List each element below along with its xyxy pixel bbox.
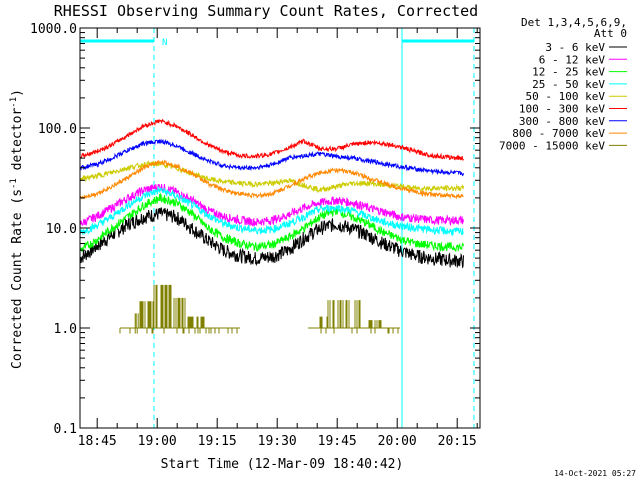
legend-header-line-2: Att 0 bbox=[594, 27, 627, 40]
y-axis-label: Corrected Count Rate (s-1 detector-1) bbox=[9, 89, 25, 369]
chart-title: RHESSI Observing Summary Count Rates, Co… bbox=[54, 2, 478, 20]
series-line-8 bbox=[79, 159, 464, 200]
x-tick-label: 19:30 bbox=[258, 434, 297, 449]
generation-timestamp: 14-Oct-2021 05:27 bbox=[554, 469, 636, 478]
y-tick-label: 1000.0 bbox=[30, 22, 77, 37]
legend-label-9: 7000 - 15000 keV bbox=[499, 139, 605, 152]
series-line-4 bbox=[79, 185, 464, 237]
legend-label-1: 3 - 6 keV bbox=[545, 41, 605, 54]
series-line-7 bbox=[79, 138, 464, 177]
legend-label-4: 25 - 50 keV bbox=[532, 78, 605, 91]
y-tick-label: 100.0 bbox=[38, 122, 77, 137]
legend-label-2: 6 - 12 keV bbox=[539, 53, 606, 66]
x-axis: 18:45 19:00 19:15 19:30 19:45 20:00 20:15 bbox=[78, 28, 478, 449]
series-line-1 bbox=[79, 207, 464, 269]
legend-header-line-1: Det 1,3,4,5,6,9, bbox=[521, 16, 627, 29]
y-axis: 0.1 1.0 10.0 100.0 1000.0 bbox=[30, 22, 480, 437]
night-label: N bbox=[162, 38, 167, 48]
x-tick-label: 19:00 bbox=[138, 434, 177, 449]
x-tick-label: 19:45 bbox=[318, 434, 357, 449]
series-line-6 bbox=[79, 118, 464, 162]
series-line-2 bbox=[79, 183, 464, 227]
x-tick-label: 19:15 bbox=[198, 434, 237, 449]
series-line-3 bbox=[80, 192, 464, 252]
legend-label-3: 12 - 25 keV bbox=[532, 66, 605, 79]
x-tick-label: 20:00 bbox=[378, 434, 417, 449]
x-axis-label: Start Time (12-Mar-09 18:40:42) bbox=[161, 457, 404, 472]
legend-label-8: 800 - 7000 keV bbox=[512, 127, 605, 140]
legend-label-5: 50 - 100 keV bbox=[526, 90, 606, 103]
x-tick-label: 18:45 bbox=[78, 434, 117, 449]
y-tick-label: 0.1 bbox=[54, 422, 77, 437]
legend-label-6: 100 - 300 keV bbox=[519, 103, 605, 116]
x-tick-label: 20:15 bbox=[438, 434, 477, 449]
y-tick-label: 1.0 bbox=[54, 322, 77, 337]
y-tick-label: 10.0 bbox=[46, 222, 77, 237]
series-layer bbox=[79, 118, 464, 334]
legend-label-7: 300 - 800 keV bbox=[519, 115, 605, 128]
